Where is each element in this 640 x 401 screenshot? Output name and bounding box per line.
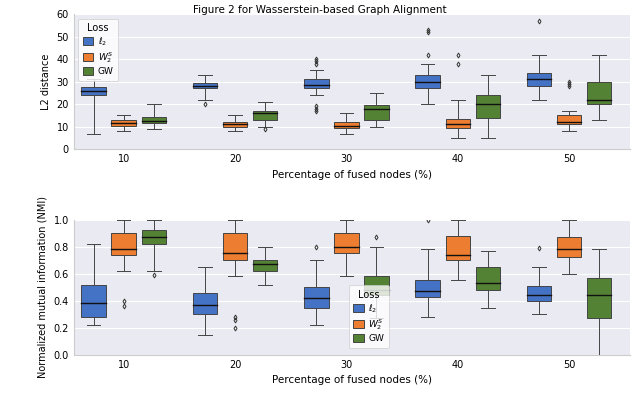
Bar <box>193 83 217 89</box>
Bar <box>304 287 328 308</box>
Bar <box>304 79 328 89</box>
Bar <box>364 276 388 296</box>
Bar <box>111 120 136 126</box>
X-axis label: Percentage of fused nodes (%): Percentage of fused nodes (%) <box>272 170 432 180</box>
Bar <box>253 260 277 271</box>
Y-axis label: Normalized mutual information (NMI): Normalized mutual information (NMI) <box>38 196 48 378</box>
Bar <box>587 82 611 104</box>
Bar <box>557 115 581 124</box>
Bar <box>81 87 106 95</box>
Text: Figure 2 for Wasserstein-based Graph Alignment: Figure 2 for Wasserstein-based Graph Ali… <box>193 5 447 15</box>
Bar <box>193 293 217 314</box>
Bar <box>415 75 440 89</box>
Bar <box>364 105 388 120</box>
Bar <box>415 280 440 297</box>
Bar <box>141 117 166 124</box>
Bar <box>111 233 136 255</box>
X-axis label: Percentage of fused nodes (%): Percentage of fused nodes (%) <box>272 375 432 385</box>
Bar <box>476 95 500 118</box>
Bar <box>334 233 358 253</box>
Bar <box>587 278 611 318</box>
Bar <box>223 122 247 127</box>
Bar <box>81 285 106 317</box>
Bar <box>223 233 247 260</box>
Bar <box>476 267 500 290</box>
Legend: $\ell_2$, $W_2^S$, GW: $\ell_2$, $W_2^S$, GW <box>349 285 389 348</box>
Y-axis label: L2 distance: L2 distance <box>41 53 51 110</box>
Bar <box>253 111 277 120</box>
Bar <box>334 122 358 128</box>
Bar <box>557 237 581 257</box>
Bar <box>527 73 551 86</box>
Bar <box>445 119 470 128</box>
Bar <box>527 286 551 301</box>
Bar <box>141 231 166 244</box>
Bar <box>445 236 470 260</box>
Legend: $\ell_2$, $W_2^S$, GW: $\ell_2$, $W_2^S$, GW <box>78 18 118 81</box>
